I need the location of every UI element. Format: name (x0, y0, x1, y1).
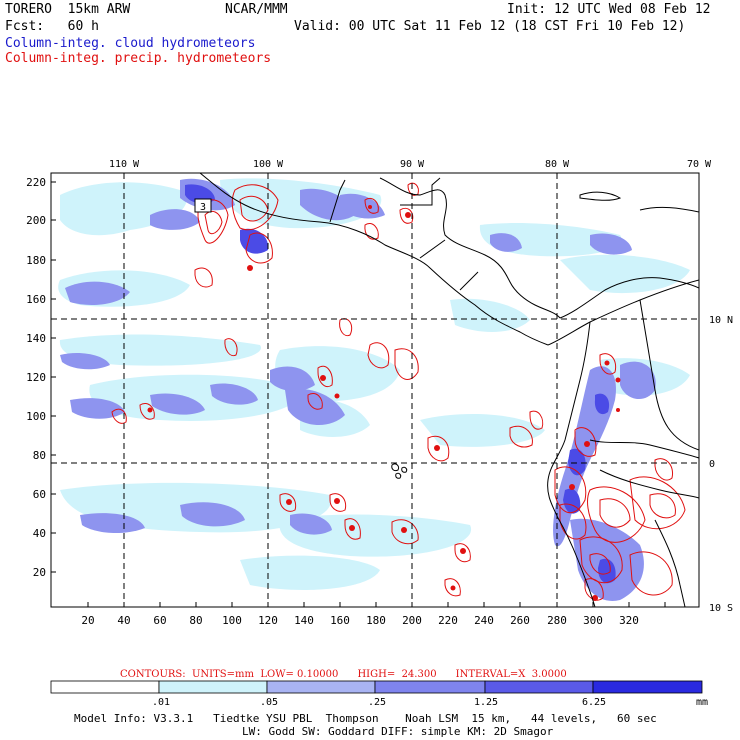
x-tick-label: 20 (81, 614, 94, 627)
y-tick-label: 40 (33, 527, 46, 540)
bottom-axis-ticks (87, 602, 666, 607)
x-tick-label: 220 (438, 614, 458, 627)
x-tick-label: 300 (583, 614, 603, 627)
latlon-grid (51, 173, 699, 607)
x-tick-label: 240 (474, 614, 494, 627)
x-tick-label: 140 (294, 614, 314, 627)
y-tick-label: 80 (33, 449, 46, 462)
x-tick-label: 60 (153, 614, 166, 627)
y-tick-label: 160 (26, 293, 46, 306)
valid-time: Valid: 00 UTC Sat 11 Feb 12 (18 CST Fri … (294, 19, 686, 34)
x-tick-label: 260 (510, 614, 530, 627)
x-tick-label: 40 (117, 614, 130, 627)
contour-info: CONTOURS: UNITS=mm LOW= 0.10000 HIGH= 24… (120, 669, 567, 680)
colorbar-tick: .05 (260, 697, 279, 708)
lat-label-10s: 10 S (709, 603, 733, 614)
colorbar-unit: mm (696, 697, 709, 708)
x-tick-label: 320 (619, 614, 639, 627)
lon-label-100w: 100 W (253, 159, 284, 170)
left-axis-ticks (51, 181, 56, 573)
lon-label-80w: 80 W (545, 159, 570, 170)
colorbar-tick: 6.25 (582, 697, 607, 708)
x-tick-label: 120 (258, 614, 278, 627)
colorbar-tick: 1.25 (474, 697, 499, 708)
station-label: 3 (200, 202, 206, 213)
hydrometeor-shading (58, 173, 699, 607)
colorbar (50, 680, 703, 694)
init-time: Init: 12 UTC Wed 08 Feb 12 (507, 2, 711, 17)
model-title: TORERO 15km ARW (5, 2, 131, 17)
colorbar-tick: .25 (368, 697, 387, 708)
lon-label-70w: 70 W (687, 159, 712, 170)
y-tick-label: 120 (26, 371, 46, 384)
lon-label-90w: 90 W (400, 159, 425, 170)
y-tick-label: 140 (26, 332, 46, 345)
x-tick-label: 200 (402, 614, 422, 627)
y-tick-label: 20 (33, 566, 46, 579)
org-label: NCAR/MMM (225, 2, 288, 17)
y-tick-label: 220 (26, 176, 46, 189)
model-info-line2: LW: Godd SW: Goddard DIFF: simple KM: 2D… (242, 725, 554, 738)
cloud-field-label: Column-integ. cloud hydrometeors (5, 36, 256, 51)
model-info-line1: Model Info: V3.3.1 Tiedtke YSU PBL Thomp… (74, 712, 657, 725)
lon-label-110w: 110 W (109, 159, 140, 170)
forecast-hour: Fcst: 60 h (5, 19, 99, 34)
y-tick-label: 60 (33, 488, 46, 501)
x-tick-label: 100 (222, 614, 242, 627)
x-tick-label: 80 (189, 614, 202, 627)
y-tick-label: 200 (26, 214, 46, 227)
x-tick-label: 180 (366, 614, 386, 627)
y-tick-label: 100 (26, 410, 46, 423)
map-frame (50, 172, 700, 608)
y-tick-label: 180 (26, 254, 46, 267)
x-tick-label: 160 (330, 614, 350, 627)
colorbar-tick: .01 (152, 697, 171, 708)
lat-label-10n: 10 N (709, 315, 733, 326)
lat-label-0: 0 (709, 459, 715, 470)
station-marker (194, 198, 212, 213)
x-tick-label: 280 (547, 614, 567, 627)
precip-field-label: Column-integ. precip. hydrometeors (5, 51, 272, 66)
